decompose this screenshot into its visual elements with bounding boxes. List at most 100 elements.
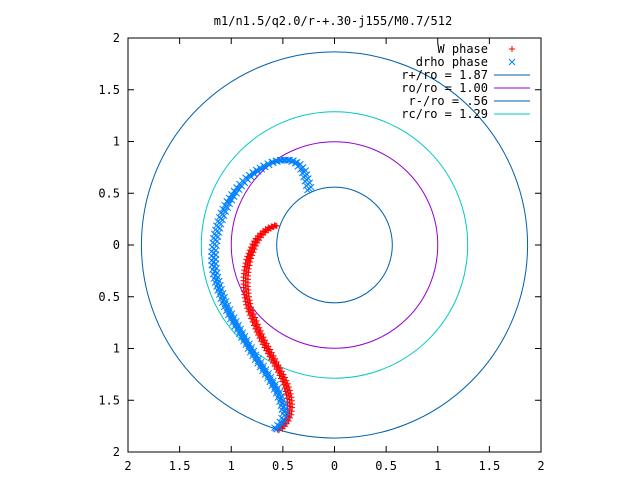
legend-entry: W phase bbox=[437, 42, 515, 56]
data-point bbox=[268, 356, 275, 363]
data-point bbox=[263, 347, 270, 354]
data-point bbox=[276, 423, 284, 431]
data-point bbox=[282, 388, 289, 395]
data-point bbox=[267, 373, 275, 381]
x-tick-label: 0.5 bbox=[375, 459, 397, 473]
data-point bbox=[255, 355, 262, 362]
marker-series bbox=[208, 156, 315, 434]
data-point bbox=[280, 381, 287, 388]
data-point bbox=[259, 341, 266, 348]
data-point bbox=[235, 186, 243, 194]
data-point bbox=[239, 329, 247, 336]
data-point bbox=[257, 358, 265, 366]
data-point bbox=[238, 182, 246, 190]
circle-r- bbox=[276, 186, 393, 304]
data-point bbox=[258, 231, 265, 238]
y-tick-label: 1.5 bbox=[98, 83, 120, 97]
circle-series bbox=[140, 51, 529, 439]
data-point bbox=[277, 375, 284, 382]
y-tick-label: 1 bbox=[113, 342, 120, 356]
data-point bbox=[233, 189, 240, 197]
legend-label: r-/ro = .56 bbox=[409, 94, 488, 108]
legend-label: drho phase bbox=[416, 55, 488, 69]
y-tick-label: 2 bbox=[113, 31, 120, 45]
legend-swatch bbox=[509, 46, 515, 52]
x-tick-label: 0.5 bbox=[272, 459, 294, 473]
y-tick-label: 2 bbox=[113, 445, 120, 459]
circle-rc bbox=[200, 111, 469, 379]
x-axis: 2 1.5 1 0.5 0 0.5 1 1.5 2 bbox=[124, 38, 545, 473]
data-point bbox=[254, 239, 261, 246]
data-point bbox=[245, 308, 252, 315]
data-point bbox=[230, 193, 238, 201]
x-tick-label: 2 bbox=[537, 459, 544, 473]
legend-entry: r-/ro = .56 bbox=[409, 94, 530, 108]
circle-ro bbox=[230, 141, 439, 349]
data-point bbox=[261, 344, 268, 351]
data-point bbox=[248, 344, 256, 351]
data-point bbox=[261, 228, 268, 235]
legend-label: W phase bbox=[437, 42, 488, 56]
data-point bbox=[224, 204, 232, 212]
circle-r+ bbox=[140, 51, 529, 439]
series-drho-phase bbox=[208, 156, 315, 433]
data-point bbox=[251, 246, 258, 253]
data-point bbox=[264, 350, 271, 357]
chart-title: m1/n1.5/q2.0/r-+.30-j155/M0.7/512 bbox=[214, 14, 452, 28]
data-point bbox=[270, 159, 277, 167]
data-point bbox=[265, 369, 272, 377]
data-point bbox=[258, 338, 265, 345]
data-point bbox=[283, 391, 290, 398]
data-point bbox=[258, 165, 266, 173]
x-tick-label: 0 bbox=[331, 459, 338, 473]
legend-label: ro/ro = 1.00 bbox=[401, 81, 488, 95]
data-point bbox=[281, 385, 288, 392]
data-point bbox=[272, 381, 279, 388]
data-point bbox=[249, 319, 256, 326]
data-point bbox=[261, 163, 269, 171]
y-tick-label: 0.5 bbox=[98, 186, 120, 200]
data-point bbox=[276, 372, 283, 379]
data-point bbox=[251, 170, 259, 178]
data-point bbox=[297, 160, 304, 168]
data-point bbox=[228, 196, 236, 204]
data-point bbox=[262, 366, 270, 373]
legend-label: r+/ro = 1.87 bbox=[401, 68, 488, 82]
data-point bbox=[269, 359, 276, 366]
x-tick-label: 1 bbox=[434, 459, 441, 473]
legend-swatch bbox=[508, 58, 516, 66]
x-tick-label: 1 bbox=[228, 459, 235, 473]
data-point bbox=[252, 325, 259, 332]
data-point bbox=[246, 340, 253, 348]
data-point bbox=[262, 229, 269, 236]
y-tick-label: 0 bbox=[113, 238, 120, 252]
data-point bbox=[266, 353, 273, 360]
legend-entry: r+/ro = 1.87 bbox=[401, 68, 530, 82]
legend-entry: rc/ro = 1.29 bbox=[401, 107, 530, 121]
data-point bbox=[237, 325, 245, 333]
data-point bbox=[252, 351, 260, 359]
legend-entry: drho phase bbox=[416, 55, 516, 69]
data-point bbox=[260, 362, 267, 370]
x-tick-label: 1.5 bbox=[169, 459, 191, 473]
series-w-phase bbox=[240, 222, 296, 434]
data-point bbox=[255, 332, 262, 339]
data-point bbox=[274, 384, 282, 392]
data-point bbox=[248, 315, 255, 322]
data-point bbox=[232, 318, 240, 325]
data-point bbox=[270, 377, 277, 385]
legend-entry: ro/ro = 1.00 bbox=[401, 81, 530, 95]
data-point bbox=[246, 312, 253, 319]
data-point bbox=[273, 223, 280, 230]
data-point bbox=[244, 305, 251, 312]
data-point bbox=[265, 161, 273, 169]
data-point bbox=[256, 335, 263, 342]
data-point bbox=[235, 321, 242, 329]
data-point bbox=[279, 378, 286, 385]
data-point bbox=[275, 369, 282, 376]
data-point bbox=[273, 366, 280, 373]
data-point bbox=[252, 243, 259, 250]
data-point bbox=[254, 168, 262, 175]
